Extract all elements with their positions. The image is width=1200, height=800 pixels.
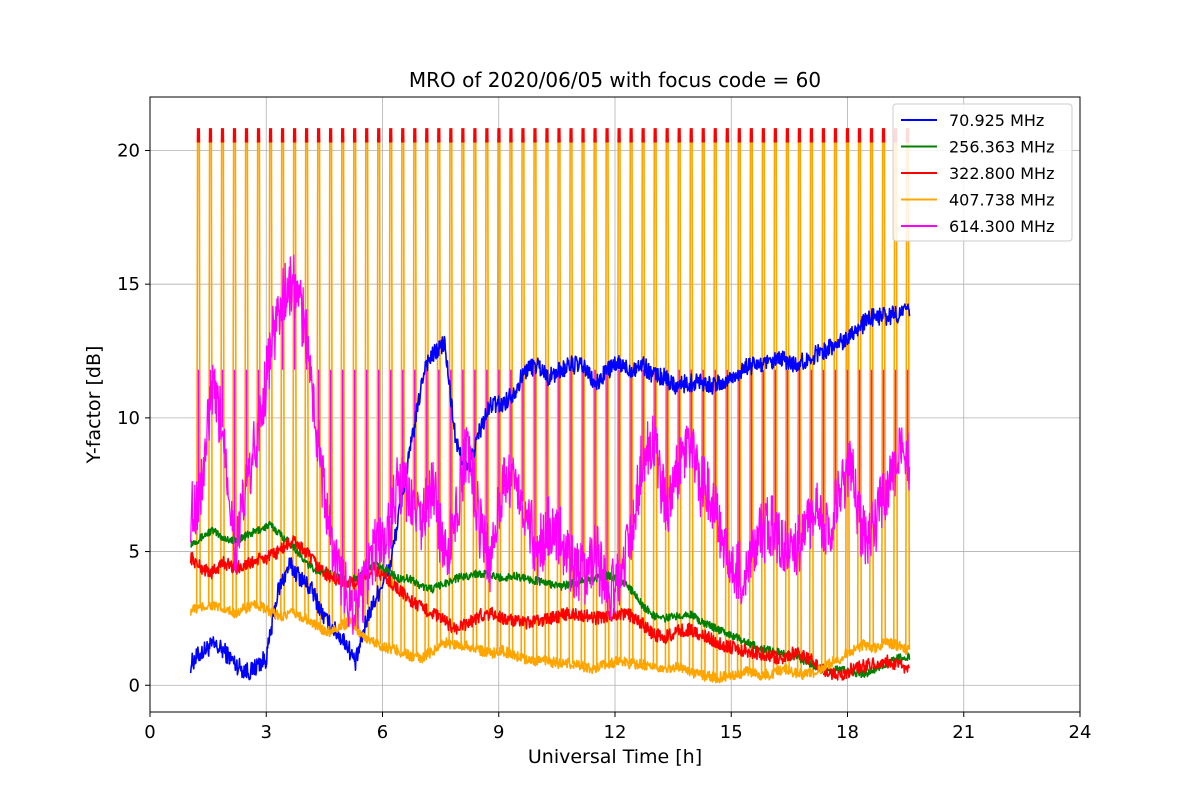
spike-red [280,128,285,143]
spike-red [785,128,790,143]
legend-label: 614.300 MHz [949,217,1054,236]
spike-red [725,128,730,143]
spike-red [869,128,874,143]
spike-red [196,128,201,143]
spike-red [665,128,669,143]
spike-red [461,128,465,143]
series-line [189,303,911,681]
x-tick-label: 0 [144,722,155,743]
spike-red [653,128,657,143]
spike-red [413,128,417,143]
x-tick-label: 6 [377,722,388,743]
spike-red [713,128,718,143]
spike-red [509,128,513,143]
series-lines [189,254,911,684]
legend-label: 70.925 MHz [949,111,1044,130]
x-tick-label: 12 [604,722,627,743]
spike-red [545,128,549,143]
spike-red [232,128,237,143]
spike-red [773,128,778,143]
spike-red [629,128,633,143]
x-tick-label: 3 [261,722,272,743]
spike-red [845,128,850,143]
spike-red [352,128,357,143]
spike-red [400,128,405,143]
spike-red [449,128,453,143]
calibration-spikes [195,128,911,678]
spike-red [220,128,225,143]
spike-red [677,128,681,143]
y-tick-label: 0 [129,675,140,696]
spike-red [797,128,802,143]
spike-red [737,128,742,143]
spike-red [208,128,213,143]
spike-red [761,128,766,143]
spike-red [388,128,393,143]
spike-red [473,128,477,143]
x-tick-label: 21 [952,722,975,743]
spike-red [857,128,862,143]
x-axis-label: Universal Time [h] [528,746,702,768]
spike-red [340,128,345,143]
y-axis-label: Y-factor [dB] [83,346,105,465]
spike-red [268,128,273,143]
spike-red [881,128,886,143]
legend-label: 322.800 MHz [949,164,1054,183]
spike-red [376,128,381,143]
y-tick-label: 15 [117,274,140,295]
spike-red [605,128,609,143]
spike-red [593,128,597,143]
axis-ticks: 0 3 6 9 12 15 18 21 24 0 5 10 15 20 [117,140,1091,743]
legend-box [892,103,1073,242]
spike-red [256,128,261,143]
y-tick-label: 20 [117,140,140,161]
spike-red [617,128,621,143]
spike-red [689,128,693,143]
x-tick-label: 18 [836,722,859,743]
spike-red [581,128,585,143]
x-tick-label: 9 [493,722,504,743]
legend-label: 407.738 MHz [949,191,1054,210]
x-tick-label: 24 [1069,722,1092,743]
spike-red [701,128,706,143]
legend: 70.925 MHz 256.363 MHz 322.800 MHz 407.738 … [892,103,1073,242]
spike-red [485,128,489,143]
series-line [189,535,911,681]
y-tick-label: 5 [129,542,140,563]
spike-red [425,128,429,143]
spike-red [328,128,333,143]
spike-red [533,128,537,143]
spike-red [833,128,838,143]
spike-red [821,128,826,143]
series-line [190,254,911,635]
spike-red [809,128,814,143]
spike-red [304,128,309,143]
spike-red [557,128,561,143]
chart-title: MRO of 2020/06/05 with focus code = 60 [409,68,821,92]
spike-red [749,128,754,143]
spike-red [316,128,321,143]
series-line [189,599,911,684]
spike-red [569,128,573,143]
y-tick-label: 10 [117,408,140,429]
x-tick-label: 15 [720,722,743,743]
spike-red [437,128,441,143]
spike-red [521,128,525,143]
spike-red [641,128,645,143]
spike-red [497,128,501,143]
legend-label: 256.363 MHz [949,138,1054,157]
spike-red [364,128,369,143]
spike-red [244,128,249,143]
spike-red [292,128,297,143]
